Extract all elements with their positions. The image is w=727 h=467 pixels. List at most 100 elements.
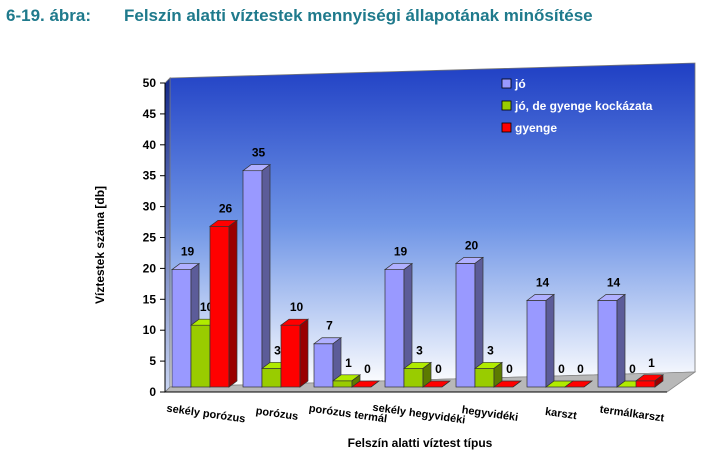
side-wall: [164, 77, 171, 393]
data-label: 0: [629, 362, 636, 376]
data-label: 19: [394, 245, 408, 259]
bar-porozus-termal-jo-de-gyenge-kockazata: 1: [331, 356, 362, 388]
legend: jó jó, de gyenge kockázata gyenge: [501, 77, 653, 135]
bar-side: [261, 163, 271, 388]
data-label: 0: [506, 362, 513, 376]
bar-sekely-hegyvideki-gyenge: 0: [421, 362, 452, 388]
figure-caption: 6-19. ábra: Felszín alatti víztestek menn…: [6, 6, 593, 26]
y-tick-label: 5: [149, 354, 156, 368]
bar-front: [242, 170, 263, 388]
data-label: 20: [465, 238, 479, 252]
data-label: 35: [252, 146, 266, 160]
data-label: 14: [536, 275, 550, 289]
bar-group-porozus: 35 3 10: [241, 146, 310, 388]
y-tick-label: 45: [143, 107, 157, 121]
bar-sekely-hegyvideki-jo-de-gyenge-kockazata: 3: [402, 343, 433, 388]
x-axis: sekély porózus porózus porózus termálsekél…: [165, 391, 667, 426]
data-label: 10: [290, 300, 304, 314]
y-tick-label: 15: [143, 292, 157, 306]
data-label: 0: [364, 362, 371, 376]
bar-sekely-porozus-gyenge: 26: [208, 201, 239, 388]
legend-label: jó, de gyenge kockázata: [514, 99, 653, 113]
data-label: 26: [219, 201, 233, 215]
bar-side: [545, 293, 555, 388]
y-axis: 0 5 10 15 20 25 30 35 40 45 50: [143, 76, 166, 399]
y-tick-label: 40: [143, 138, 157, 152]
bar-front: [190, 324, 211, 388]
legend-swatch: [501, 78, 512, 89]
bar-porozus-jo: 35: [241, 146, 272, 388]
legend-item-jo-de-gyenge-kockazata: jó, de gyenge kockázata: [501, 99, 653, 113]
data-label: 19: [181, 245, 195, 259]
bar-porozus-gyenge: 10: [279, 300, 310, 388]
bar-hegyvideki-gyenge: 0: [492, 362, 523, 388]
bar-group-karszt: 14 0 0: [525, 275, 594, 388]
x-tick-label-hegyvideki: hegyvidéki: [461, 404, 519, 424]
y-axis-title: Víztestek száma [db]: [93, 186, 107, 304]
bar-sekely-hegyvideki-jo: 19: [383, 245, 414, 388]
data-label: 0: [577, 362, 584, 376]
bar-karszt-gyenge: 0: [563, 362, 594, 388]
bar-karszt-jo: 14: [525, 275, 556, 388]
x-tick-label-termalkarszt: termálkarszt: [599, 404, 665, 425]
y-tick-label: 25: [143, 231, 157, 245]
bar-side: [616, 293, 626, 388]
legend-swatch: [501, 122, 512, 133]
bar-front: [526, 300, 547, 388]
bar-front: [313, 343, 334, 388]
data-label: 7: [326, 319, 333, 333]
data-label: 3: [416, 343, 423, 357]
bar-front: [635, 380, 656, 388]
bar-front: [455, 263, 476, 388]
bar-side: [512, 380, 522, 388]
bar-side: [583, 380, 593, 388]
x-axis-title: Felszín alatti víztest típus: [348, 436, 493, 450]
y-tick-label: 30: [143, 200, 157, 214]
legend-label: gyenge: [515, 121, 557, 135]
y-tick-label: 0: [149, 385, 156, 399]
figure-title: Felszín alatti víztestek mennyiségi álla…: [124, 6, 593, 25]
bar-termalkarszt-jo: 14: [596, 275, 627, 388]
bar-side: [654, 374, 664, 388]
bar-front: [209, 225, 230, 388]
bar-termalkarszt-gyenge: 1: [634, 356, 665, 388]
bar-side: [228, 219, 238, 388]
x-tick-label-sekely-porozus: sekély porózus: [166, 403, 246, 426]
bar-front: [171, 269, 192, 388]
data-label: 0: [558, 362, 565, 376]
bar-porozus-termal-gyenge: 0: [350, 362, 381, 388]
bar-group-termalkarszt: 14 0 1: [596, 275, 665, 388]
bar-side: [441, 380, 451, 388]
data-label: 0: [435, 362, 442, 376]
bar-front: [280, 324, 301, 388]
y-tick-label: 35: [143, 169, 157, 183]
y-tick-label: 10: [143, 323, 157, 337]
bar-hegyvideki-jo-de-gyenge-kockazata: 3: [473, 343, 504, 388]
bar-front: [403, 368, 424, 388]
legend-item-jo: jó: [501, 77, 526, 91]
bar-front: [261, 368, 282, 388]
bar-front: [332, 380, 353, 388]
data-label: 14: [607, 275, 621, 289]
x-tick-label-karszt: karszt: [544, 406, 577, 422]
figure-number: 6-19. ábra:: [6, 6, 92, 25]
bar-hegyvideki-jo: 20: [454, 238, 485, 388]
data-label: 1: [648, 356, 655, 370]
bar-side: [299, 318, 309, 388]
bar-group-porozus-termal: 7 1 0: [312, 319, 381, 388]
bar-porozus-termal-jo: 7: [312, 319, 343, 388]
bar-front: [474, 368, 495, 388]
data-label: 3: [487, 343, 494, 357]
legend-swatch: [501, 100, 512, 111]
legend-label: jó: [514, 77, 526, 91]
y-tick-label: 50: [143, 76, 157, 90]
bar-front: [597, 300, 618, 388]
data-label: 3: [274, 343, 281, 357]
data-label: 1: [345, 356, 352, 370]
bar-side: [370, 380, 380, 388]
